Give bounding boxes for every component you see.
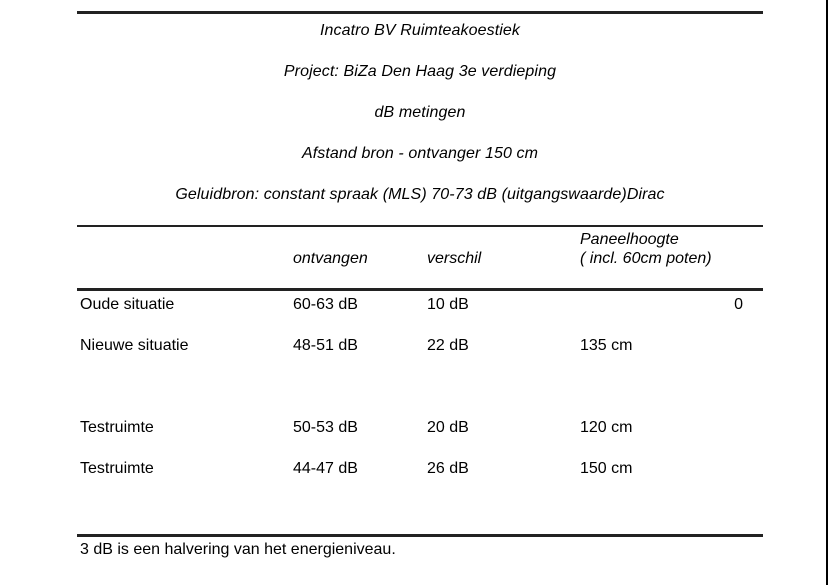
row-verschil: 10 dB [427, 296, 469, 313]
column-header-empty [77, 268, 293, 269]
row-ontvangen: 60-63 dB [293, 296, 358, 313]
column-header-ontvangen: ontvangen [293, 250, 368, 267]
header-subtitle: dB metingen [374, 103, 466, 121]
table-row: Nieuwe situatie 48-51 dB 22 dB 135 cm [77, 336, 763, 355]
header-source: Geluidbron: constant spraak (MLS) 70-73 … [175, 185, 665, 203]
top-rule [77, 11, 763, 14]
page-right-edge-line [826, 0, 828, 585]
row-verschil: 26 dB [427, 460, 469, 477]
footer-note: 3 dB is een halvering van het energieniv… [80, 541, 396, 558]
column-header-verschil: verschil [427, 250, 482, 267]
row-verschil: 20 dB [427, 419, 469, 436]
header-title: Incatro BV Ruimteakoestiek [319, 21, 521, 39]
table-header-top-rule [77, 225, 763, 227]
table-row: Oude situatie 60-63 dB 10 dB 0 [77, 295, 763, 314]
row-paneelhoogte: 120 cm [580, 419, 633, 436]
table-header-row: ontvangen verschil Paneelhoogte ( incl. … [77, 230, 763, 269]
column-header-paneelhoogte-line1: Paneelhoogte [580, 231, 679, 248]
table-body-top-rule [77, 288, 763, 291]
column-header-paneelhoogte: Paneelhoogte ( incl. 60cm poten) [580, 230, 763, 269]
document-header: Incatro BV Ruimteakoestiek Project: BiZa… [77, 10, 763, 215]
row-label: Testruimte [80, 419, 154, 436]
row-verschil: 22 dB [427, 337, 469, 354]
row-ontvangen: 50-53 dB [293, 419, 358, 436]
row-label: Oude situatie [80, 296, 175, 313]
row-label: Testruimte [80, 460, 154, 477]
footer-rule [77, 534, 763, 537]
row-label: Nieuwe situatie [80, 337, 189, 354]
table-row: Testruimte 44-47 dB 26 dB 150 cm [77, 459, 763, 478]
row-paneelhoogte: 150 cm [580, 460, 633, 477]
header-distance: Afstand bron - ontvanger 150 cm [301, 144, 539, 162]
row-paneelhoogte: 135 cm [580, 337, 633, 354]
column-header-paneelhoogte-line2: ( incl. 60cm poten) [580, 250, 712, 267]
row-ontvangen: 48-51 dB [293, 337, 358, 354]
header-project: Project: BiZa Den Haag 3e verdieping [283, 62, 557, 80]
row-paneelhoogte: 0 [734, 296, 743, 313]
row-ontvangen: 44-47 dB [293, 460, 358, 477]
table-row: Testruimte 50-53 dB 20 dB 120 cm [77, 418, 763, 437]
